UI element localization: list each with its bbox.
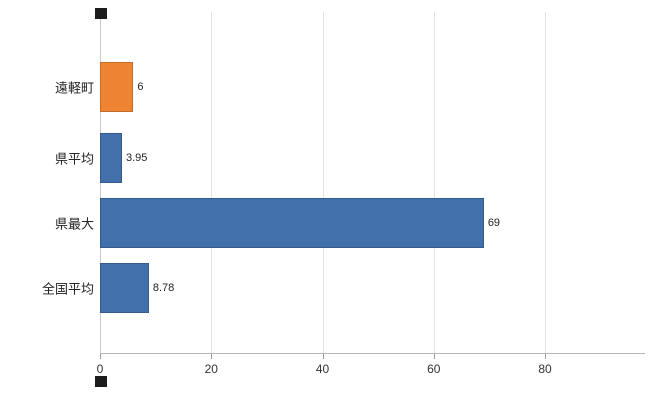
axis-cap-top [95,8,107,19]
category-label: 県最大 [54,216,94,232]
x-axis-line [100,353,645,354]
bar-value-label: 6 [137,81,144,93]
bar-value-label: 3.95 [125,152,148,164]
gridline-x-80 [545,12,546,353]
x-tick-label-0: 0 [96,362,104,376]
x-tick-label-80: 80 [538,362,552,376]
x-tick-80 [545,354,546,359]
bar-1 [100,62,134,112]
bar-2 [100,133,122,183]
x-tick-60 [433,354,435,359]
category-label: 全国平均 [41,281,94,297]
category-label: 遠軽町 [54,80,94,96]
axis-cap-bottom [95,376,107,387]
category-label: 県平均 [54,151,94,167]
x-tick-0 [100,354,101,359]
gridline-x-60 [433,12,435,353]
x-tick-20 [211,354,213,359]
gridline-x-20 [211,12,213,353]
bar-3 [100,198,484,248]
x-tick-label-60: 60 [427,362,441,376]
gridline-x-40 [322,12,324,353]
bar-4 [100,263,149,313]
x-tick-label-40: 40 [315,362,330,376]
x-tick-label-20: 20 [204,362,218,376]
bar-value-label: 69 [487,217,501,229]
bar-value-label: 8.78 [152,282,175,294]
x-tick-40 [322,354,324,359]
